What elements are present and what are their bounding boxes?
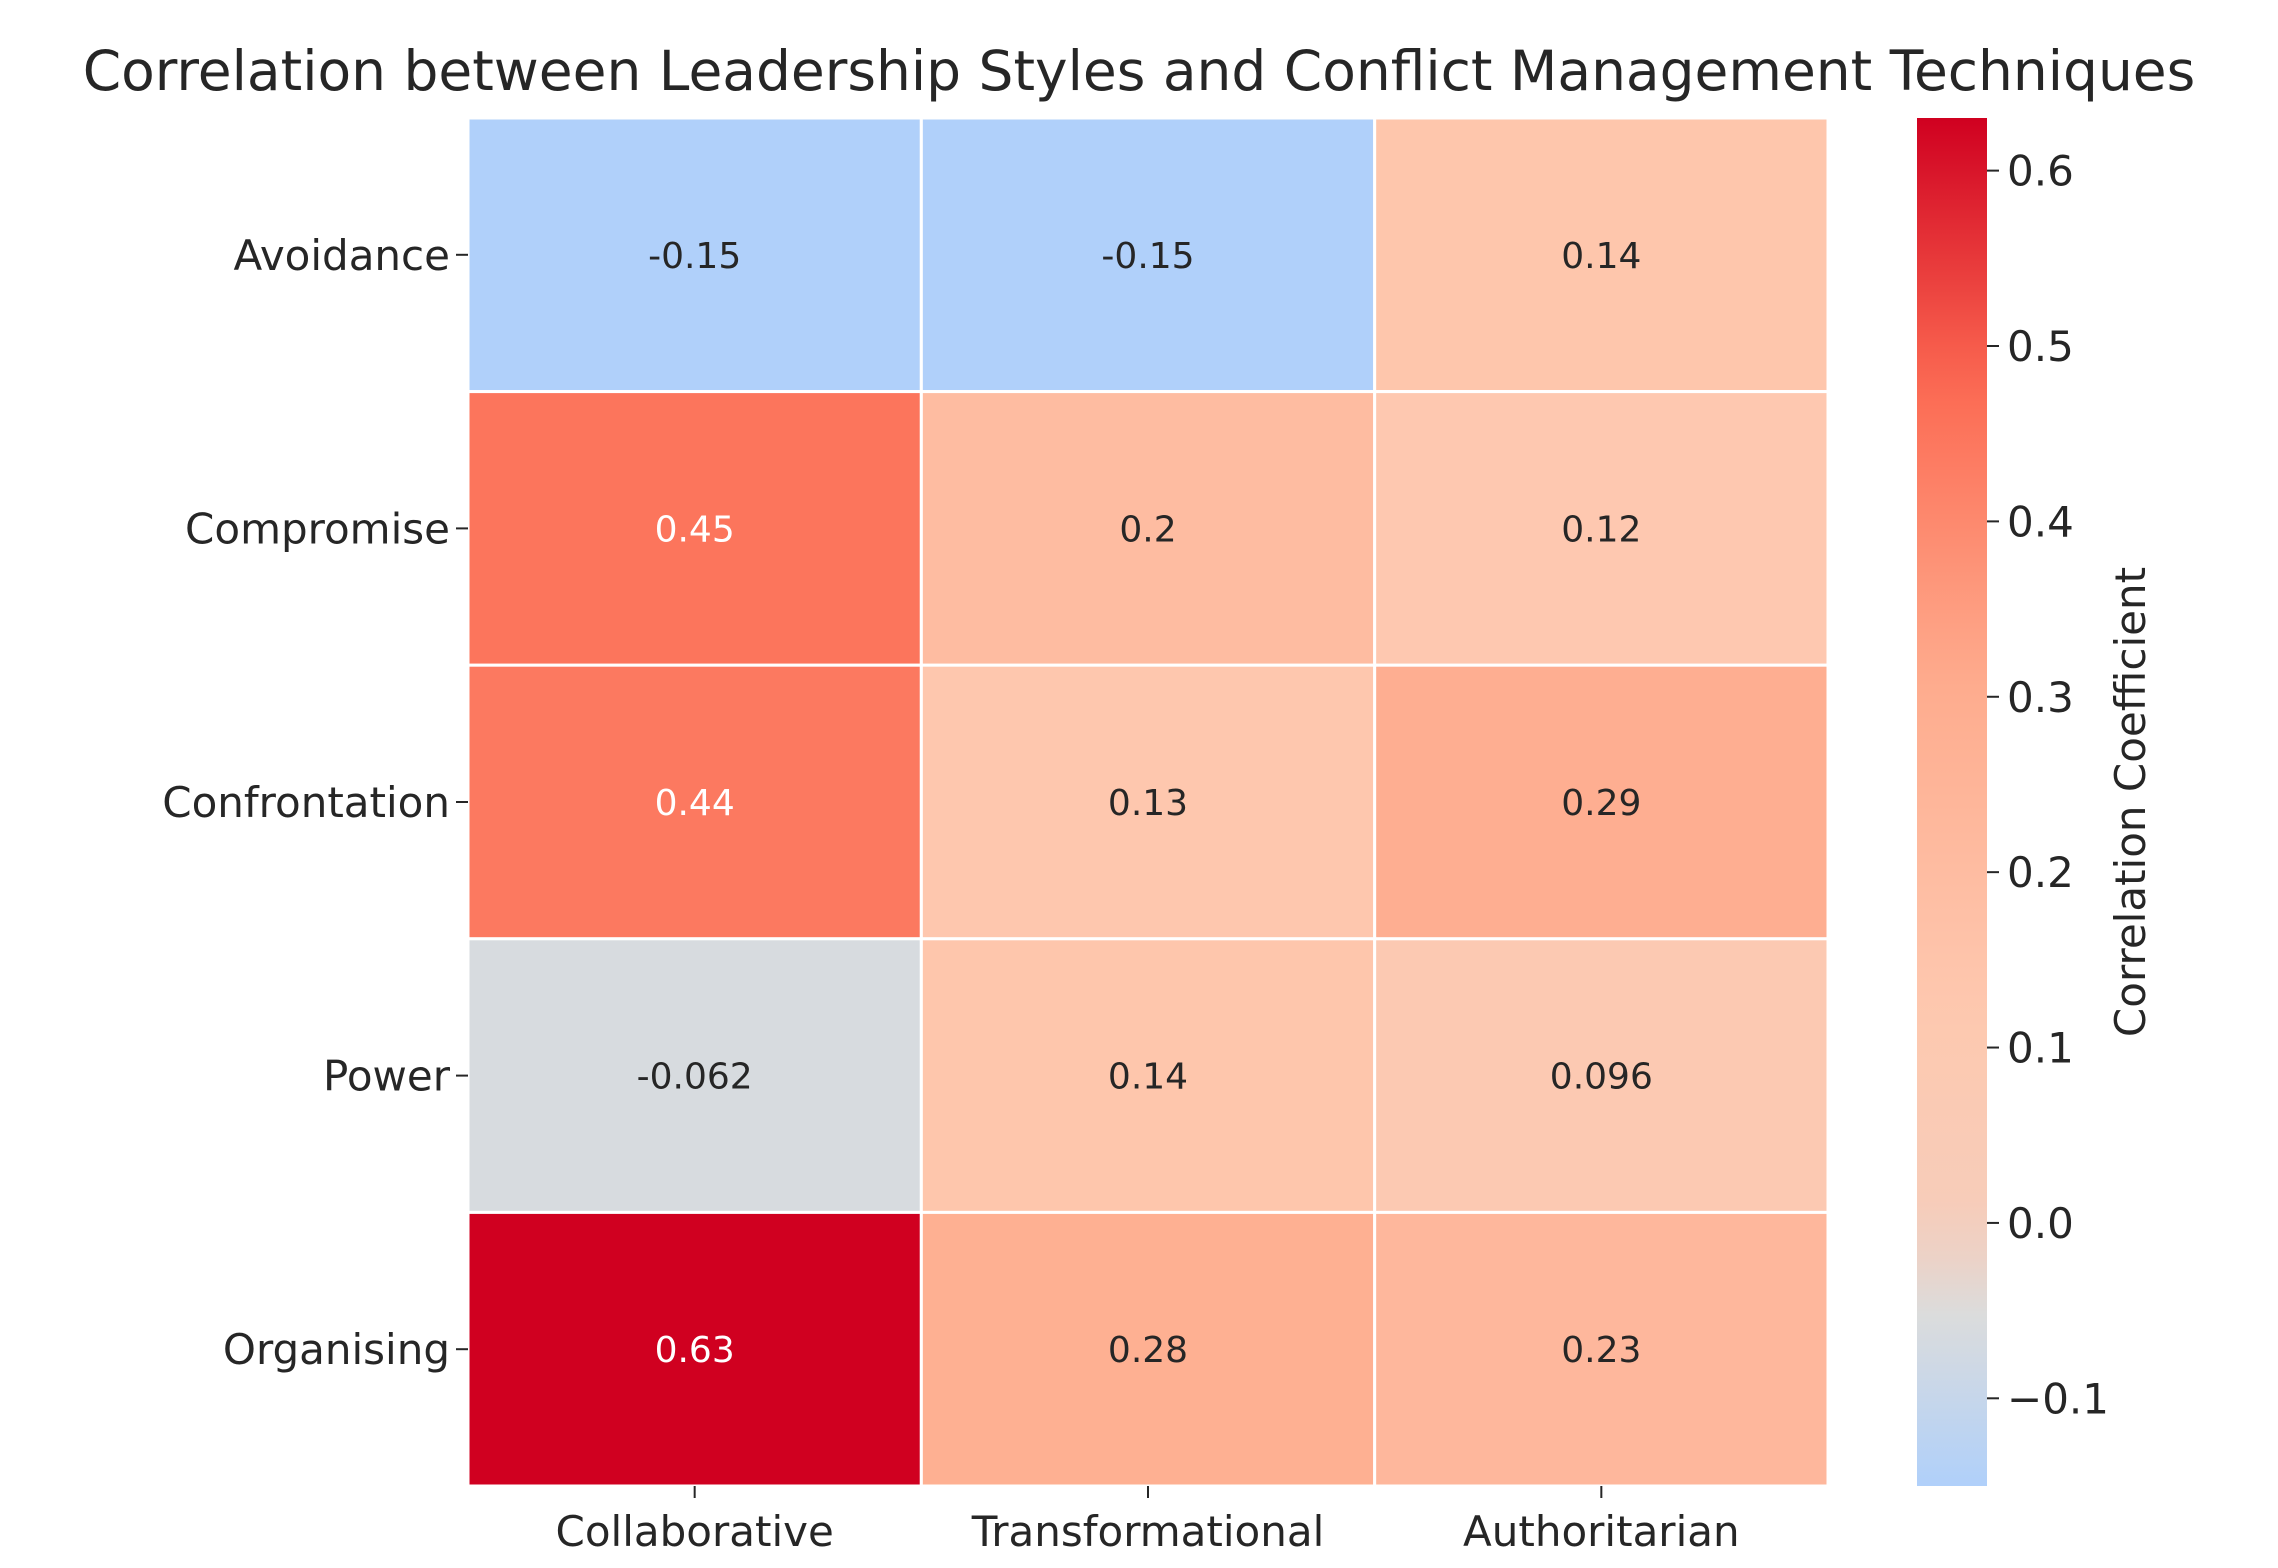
colorbar-label: Correlation Coefficient (2106, 567, 2155, 1037)
chart-title: Correlation between Leadership Styles an… (83, 39, 2196, 103)
heatmap-cell (466, 937, 923, 1214)
cell-value-label: 0.096 (1550, 1057, 1653, 1098)
cell-value-label: 0.23 (1561, 1330, 1641, 1371)
row-label: Power (323, 1052, 451, 1101)
heatmap-cell (1373, 1210, 1830, 1488)
cell-value-label: 0.12 (1561, 509, 1641, 550)
heatmap-cell (1373, 390, 1830, 667)
row-labels: Avoidance Compromise Confrontation Power Org… (162, 231, 468, 1374)
colorbar-tick-label: 0.5 (2007, 322, 2074, 371)
row-label: Avoidance (234, 231, 450, 280)
cell-value-label: 0.29 (1561, 783, 1641, 824)
heatmap-cell (919, 116, 1377, 394)
column-label: Authoritarian (1463, 1507, 1740, 1556)
row-label: Compromise (185, 504, 450, 553)
heatmap-cell (1373, 116, 1830, 394)
cell-value-label: 0.45 (655, 509, 735, 550)
heatmap-cell (919, 663, 1377, 941)
cell-value-label: 0.63 (655, 1330, 735, 1371)
colorbar-tick-label: 0.1 (2007, 1024, 2074, 1073)
colorbar-tick-label: −0.1 (2007, 1374, 2109, 1423)
heatmap-cell (919, 1210, 1377, 1488)
colorbar-tick-label: 0.3 (2007, 673, 2074, 722)
cell-value-label: 0.14 (1108, 1057, 1188, 1098)
colorbar-tick-label: 0.2 (2007, 848, 2074, 897)
cell-value-label: 0.14 (1561, 236, 1641, 277)
heatmap-cell (1373, 937, 1830, 1214)
column-labels: Collaborative Transformational Authoritari… (556, 1486, 1740, 1556)
heatmap-cells: -0.15 -0.15 0.14 0.45 0.2 0.12 0.44 0.13 0.29 -0.… (466, 116, 1830, 1488)
colorbar-tick-label: 0.6 (2007, 147, 2074, 196)
cell-value-label: 0.2 (1119, 509, 1176, 550)
heatmap-cell (466, 390, 923, 667)
colorbar-tick-label: 0.4 (2007, 497, 2074, 546)
colorbar: 0.6 0.5 0.4 0.3 0.2 0.1 0.0 −0.1 Correlation Coe… (1917, 118, 2155, 1486)
row-label: Confrontation (162, 778, 450, 827)
cell-value-label: 0.13 (1108, 783, 1188, 824)
row-label: Organising (223, 1325, 450, 1374)
colorbar-tick-label: 0.0 (2007, 1199, 2074, 1248)
cell-value-label: -0.15 (1101, 236, 1194, 277)
column-label: Transformational (971, 1507, 1325, 1556)
cell-value-label: 0.28 (1108, 1330, 1188, 1371)
cell-value-label: -0.15 (648, 236, 741, 277)
heatmap-cell (466, 1210, 923, 1488)
column-label: Collaborative (556, 1507, 834, 1556)
heatmap-cell (466, 116, 923, 394)
cell-value-label: 0.44 (655, 783, 735, 824)
heatmap-cell (919, 390, 1377, 667)
cell-value-label: -0.062 (637, 1057, 753, 1098)
colorbar-gradient (1917, 118, 1987, 1486)
